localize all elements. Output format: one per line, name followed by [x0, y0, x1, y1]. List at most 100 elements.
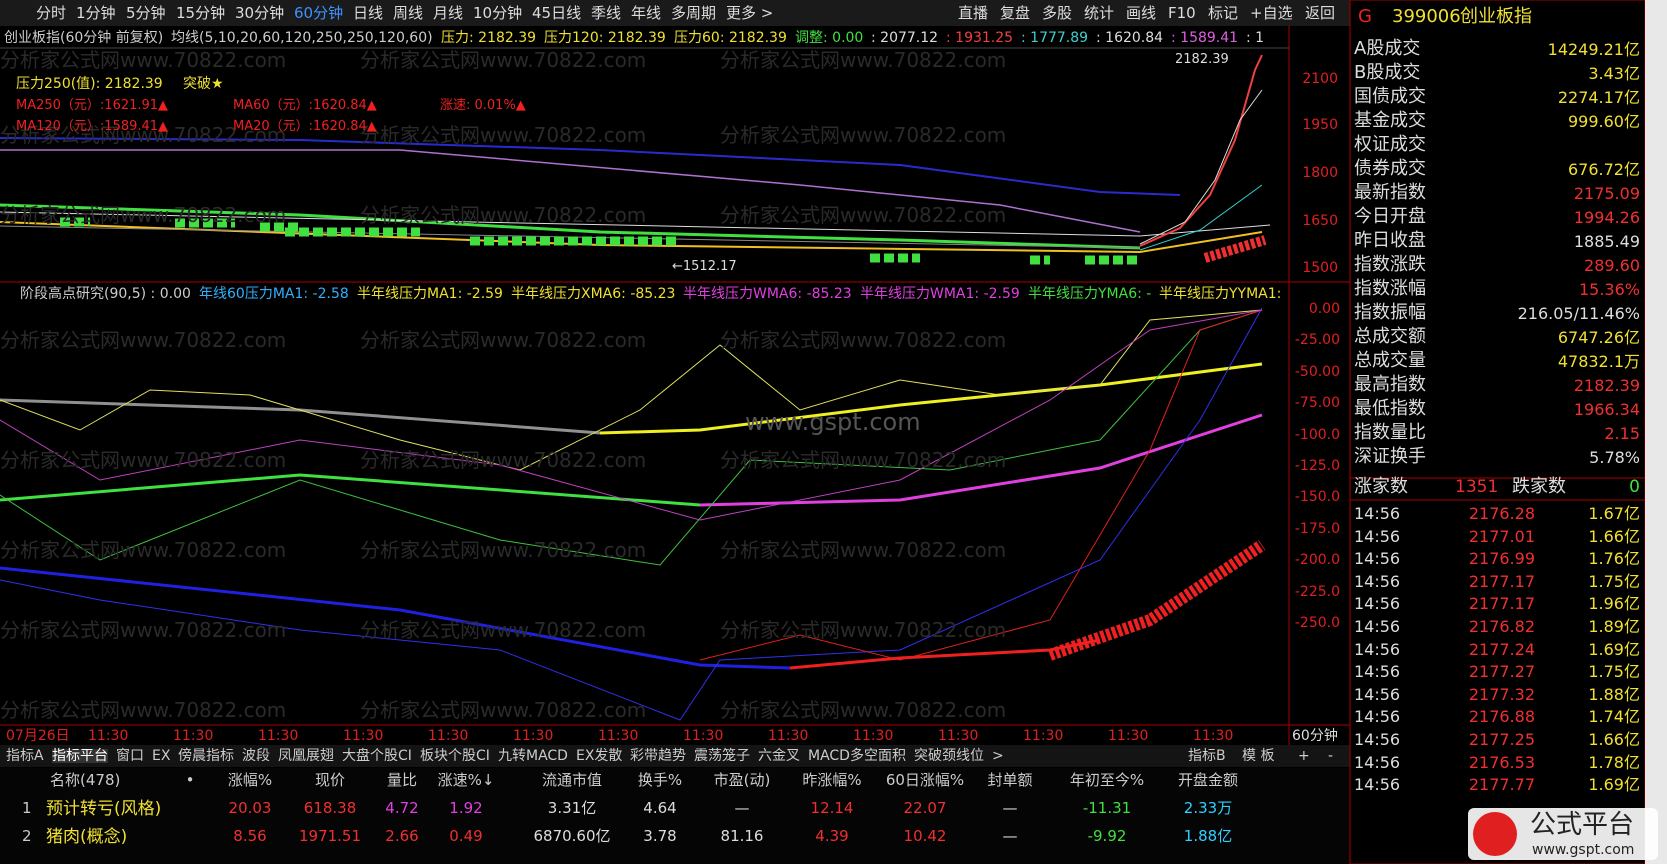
tool-button[interactable]: +自选	[1250, 4, 1293, 22]
price-axis-label: 2100	[1302, 71, 1338, 87]
tool-button[interactable]: 画线	[1126, 4, 1157, 22]
indicator-tab[interactable]: 指标B	[1188, 748, 1226, 764]
indicator-axis-label: -250.0	[1294, 615, 1340, 631]
indicator-tab[interactable]: 九转MACD	[498, 748, 568, 764]
period-tab[interactable]: 5分钟	[126, 4, 166, 22]
row-cell: —	[1002, 799, 1018, 817]
stat-label: 国债成交	[1354, 86, 1426, 107]
tick-price: 2176.28	[1468, 504, 1535, 523]
indicator-tab[interactable]: 板块个股CI	[420, 748, 490, 764]
stat-value: 999.60亿	[1568, 112, 1640, 131]
tool-button[interactable]: 直播	[958, 4, 989, 22]
tool-button[interactable]: 复盘	[1000, 4, 1031, 22]
price-axis-label: 1950	[1302, 117, 1338, 133]
stat-value: 1994.26	[1573, 208, 1640, 227]
tool-button[interactable]: 统计	[1084, 4, 1115, 22]
indicator-tab[interactable]: -	[1328, 748, 1334, 764]
stat-label: 债券成交	[1354, 158, 1426, 179]
tool-button[interactable]: 标记	[1208, 4, 1239, 22]
stat-value: 6747.26亿	[1557, 328, 1640, 347]
indicator-axis-label: -150.0	[1294, 489, 1340, 506]
tick-price: 2176.88	[1468, 707, 1535, 727]
indicator-tab[interactable]: 傍晨指标	[178, 748, 234, 764]
period-tab[interactable]: 多周期	[671, 4, 717, 22]
stat-label: B股成交	[1354, 62, 1421, 83]
tick-price: 2176.53	[1468, 752, 1535, 772]
row-name[interactable]: 猪肉(概念)	[46, 827, 128, 847]
side-bar	[1645, 0, 1667, 864]
period-tab[interactable]: 日线	[353, 4, 384, 22]
indicator-tab[interactable]: 六金叉	[758, 748, 800, 764]
chart-header: : 1589.41	[1171, 30, 1239, 46]
indicator-tab[interactable]: +	[1298, 748, 1310, 764]
indicator-tab[interactable]: 彩带趋势	[630, 748, 686, 764]
row-cell: 4.39	[815, 827, 849, 845]
indicator-header: 半年线压力YYMA1:	[1159, 286, 1282, 302]
indicator-tab[interactable]: 指标平台	[52, 748, 108, 764]
indicator-axis-label: -75.00	[1294, 395, 1340, 412]
indicator-tab[interactable]: 窗口	[116, 748, 144, 764]
indicator-tab[interactable]: EX发散	[576, 748, 623, 764]
period-tab[interactable]: 60分钟	[294, 4, 344, 22]
tool-button[interactable]: 返回	[1305, 4, 1336, 22]
stat-value: 2274.17亿	[1557, 88, 1640, 107]
period-tab[interactable]: 1分钟	[76, 4, 116, 22]
stat-value: 1885.49	[1573, 232, 1640, 251]
logo-bg	[1468, 808, 1658, 860]
tool-button[interactable]: F10	[1168, 4, 1196, 22]
tick-time: 14:56	[1354, 549, 1401, 569]
column-header: 60日涨幅%	[885, 771, 965, 789]
row-cell: 3.78	[643, 827, 677, 845]
watermark: 分析家公式网www.70822.com	[720, 328, 1007, 352]
row-name[interactable]: 预计转亏(风格)	[46, 799, 162, 819]
period-tab[interactable]: 10分钟	[473, 4, 523, 22]
indicator-tab[interactable]: 凤凰展翅	[278, 748, 334, 764]
time-axis-label: 11:30	[853, 728, 894, 744]
indicator-tab[interactable]: >	[992, 748, 1004, 764]
indicator-tab[interactable]: 模 板	[1242, 748, 1275, 764]
row-cell: 0.49	[449, 827, 483, 845]
price-line	[1139, 89, 1263, 245]
indicator-line	[0, 309, 1263, 471]
period-tab[interactable]: 30分钟	[235, 4, 285, 22]
indicator-tab[interactable]: 大盘个股CI	[342, 748, 412, 764]
overlay-label: MA120（元）:1589.41▲	[16, 119, 169, 134]
tick-amount: 1.96亿	[1588, 594, 1640, 614]
indicator-tab[interactable]: EX	[152, 748, 171, 764]
tick-time: 14:56	[1354, 639, 1401, 659]
stat-value: 3.43亿	[1588, 64, 1640, 83]
watermark: 分析家公式网www.70822.com	[360, 618, 647, 642]
tool-button[interactable]: 多股	[1042, 4, 1073, 22]
overlay-label: MA250（元）:1621.91▲	[16, 98, 169, 113]
tick-time: 14:56	[1354, 684, 1401, 704]
period-tab[interactable]: 45日线	[532, 4, 582, 22]
time-axis-label: 11:30	[343, 728, 384, 744]
period-tab[interactable]: 更多 >	[726, 4, 774, 22]
stat-value: 2175.09	[1573, 184, 1640, 203]
period-tab[interactable]: 周线	[393, 4, 424, 22]
column-header: 现价	[314, 771, 346, 789]
period-tab[interactable]: 15分钟	[176, 4, 226, 22]
period-tab[interactable]: 年线	[631, 4, 662, 22]
panel-marker: G	[1358, 6, 1372, 27]
indicator-axis-label: 0.00	[1308, 301, 1340, 317]
period-tab[interactable]: 分时	[36, 4, 67, 22]
period-tab[interactable]: 季线	[591, 4, 622, 22]
overlay-label: 压力250(值): 2182.39	[16, 76, 163, 92]
tick-amount: 1.75亿	[1588, 662, 1640, 682]
indicator-tab[interactable]: 突破颈线位	[914, 748, 984, 764]
indicator-line	[699, 309, 1263, 661]
period-tab[interactable]: 月线	[433, 4, 464, 22]
price-line	[1139, 54, 1263, 247]
ma-line	[0, 137, 1181, 196]
indicator-tab[interactable]: 指标A	[6, 748, 44, 764]
indicator-tab[interactable]: MACD多空面积	[808, 748, 906, 764]
tick-amount: 1.66亿	[1588, 526, 1640, 546]
tick-amount: 1.88亿	[1588, 684, 1640, 704]
row-cell: 81.16	[720, 827, 764, 845]
time-axis-label: 11:30	[768, 728, 809, 744]
indicator-tab[interactable]: 震荡笼子	[694, 748, 750, 764]
watermark: 分析家公式网www.70822.com	[0, 698, 287, 722]
indicator-tab[interactable]: 波段	[242, 748, 270, 764]
